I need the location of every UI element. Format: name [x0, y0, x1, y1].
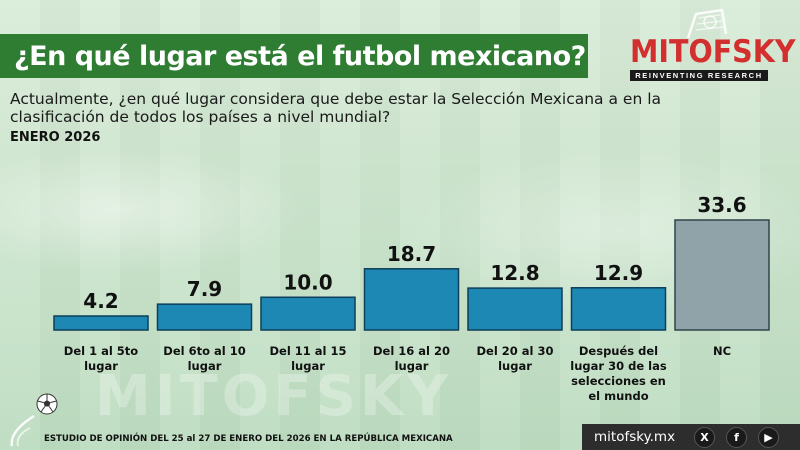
bar-2: [156, 303, 253, 331]
category-label-2: Del 6to al 10 lugar: [163, 344, 245, 373]
value-label-3: 10.0: [283, 270, 332, 294]
title-band: ¿En qué lugar está el futbol mexicano?: [0, 34, 588, 78]
survey-question: Actualmente, ¿en qué lugar considera que…: [10, 90, 661, 126]
facebook-icon[interactable]: f: [726, 427, 747, 448]
bar-4: [363, 268, 460, 331]
category-label-3: Del 11 al 15 lugar: [269, 344, 346, 373]
value-label-1: 4.2: [83, 289, 118, 313]
swoosh-icon: [10, 414, 35, 447]
logo-wordmark: MITOFSKY: [630, 34, 796, 70]
category-label-5: Del 20 al 30 lugar: [476, 344, 553, 373]
value-label-5: 12.8: [490, 261, 539, 285]
bar-7: [674, 219, 770, 331]
bar-6: [570, 287, 667, 331]
category-label-1: Del 1 al 5to lugar: [64, 344, 139, 373]
category-label-7: NC: [713, 344, 731, 358]
watermark: MITOFSKY: [95, 364, 452, 429]
x-icon[interactable]: X: [694, 427, 715, 448]
bar-5: [467, 287, 563, 331]
soccer-ball-icon: [36, 393, 58, 415]
youtube-icon[interactable]: ▶: [758, 427, 779, 448]
mitofsky-logo: MITOFSKY REINVENTING RESEARCH: [630, 34, 796, 84]
category-label-4: Del 16 al 20 lugar: [373, 344, 450, 373]
survey-date: ENERO 2026: [10, 130, 101, 145]
bar-3: [260, 296, 356, 331]
logo-tagline: REINVENTING RESEARCH: [630, 70, 768, 81]
study-footnote: ESTUDIO DE OPINIÓN DEL 25 al 27 DE ENERO…: [44, 434, 453, 444]
value-label-6: 12.9: [594, 261, 643, 285]
bar-1: [53, 315, 149, 331]
page-title: ¿En qué lugar está el futbol mexicano?: [14, 40, 586, 72]
category-label-6: Después del lugar 30 de las selecciones en…: [570, 344, 667, 403]
website-link[interactable]: mitofsky.mx: [594, 429, 676, 445]
value-label-7: 33.6: [697, 193, 746, 217]
bar-chart: 4.2 Del 1 al 5to lugar 7.9 Del 6to al 10 luga…: [53, 193, 770, 403]
value-label-4: 18.7: [387, 242, 436, 266]
soccer-goal-icon: [686, 8, 728, 39]
value-label-2: 7.9: [187, 277, 222, 301]
